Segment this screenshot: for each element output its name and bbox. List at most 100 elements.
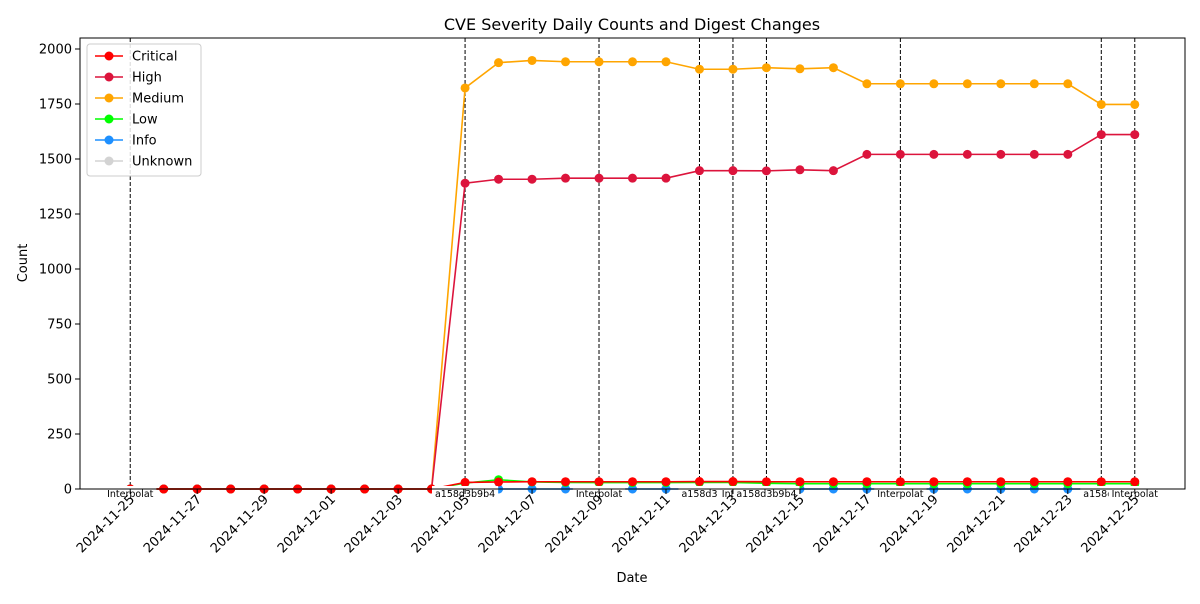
data-point-high-14	[594, 173, 604, 183]
legend: Critical High Medium Low Info Unknown	[86, 43, 202, 177]
data-point-critical-22	[862, 477, 872, 487]
data-point-medium-18	[728, 64, 738, 74]
x-tick-label-7: 2024-12-09	[543, 492, 607, 556]
data-point-high-21	[828, 166, 838, 176]
data-point-critical-24	[929, 477, 939, 487]
data-point-medium-13	[561, 57, 571, 67]
x-tick-label-1: 2024-11-27	[141, 492, 205, 556]
data-point-high-27	[1029, 149, 1039, 159]
legend-marker-medium	[104, 93, 114, 103]
annotation-6: Interpolat	[874, 486, 927, 500]
data-point-high-20	[795, 165, 805, 175]
legend-label-high: High	[132, 71, 162, 86]
y-tick-label-0: 0	[64, 483, 72, 498]
legend-label-medium: Medium	[132, 92, 184, 107]
series-medium	[125, 55, 1140, 494]
series-lines	[125, 55, 1140, 494]
data-point-high-16	[661, 173, 671, 183]
data-point-medium-19	[761, 63, 771, 73]
x-tick-label-14: 2024-12-23	[1012, 492, 1076, 556]
annotation-5: a158d3b9b4	[733, 486, 800, 500]
y-tick-label-1: 250	[47, 428, 72, 443]
data-point-high-23	[895, 149, 905, 159]
data-point-high-26	[996, 149, 1006, 159]
data-point-critical-20	[795, 477, 805, 487]
x-axis-label: Date	[616, 571, 647, 586]
data-point-high-10	[460, 178, 470, 188]
x-tick-label-8: 2024-12-11	[610, 492, 674, 556]
annotation-label-2: Interpolat	[576, 489, 623, 500]
x-tick-label-6: 2024-12-07	[476, 492, 540, 556]
y-tick-label-8: 2000	[39, 43, 72, 58]
legend-item-critical: Critical	[95, 50, 177, 65]
data-point-medium-17	[694, 64, 704, 74]
legend-marker-critical	[104, 51, 114, 61]
y-tick-label-4: 1000	[39, 263, 72, 278]
legend-label-unknown: Unknown	[132, 155, 192, 170]
y-tick-label-6: 1500	[39, 153, 72, 168]
data-point-critical-12	[527, 477, 537, 487]
data-point-critical-29	[1096, 477, 1106, 487]
legend-item-medium: Medium	[95, 92, 184, 107]
data-point-high-30	[1130, 130, 1140, 140]
legend-item-low: Low	[95, 113, 158, 128]
data-point-critical-26	[996, 477, 1006, 487]
legend-marker-low	[104, 114, 114, 124]
y-tick-label-3: 750	[47, 318, 72, 333]
data-point-medium-21	[828, 63, 838, 73]
y-tick-label-7: 1750	[39, 98, 72, 113]
data-point-medium-29	[1096, 99, 1106, 109]
y-axis-label: Count	[16, 244, 31, 283]
data-point-high-24	[929, 149, 939, 159]
annotation-lines	[129, 38, 1136, 489]
data-point-medium-10	[460, 83, 470, 93]
data-point-medium-15	[628, 57, 637, 67]
x-tick-label-4: 2024-12-03	[342, 492, 406, 556]
annotation-label-4: Inter	[722, 489, 744, 500]
data-point-medium-23	[895, 79, 905, 89]
annotation-label-6: Interpolat	[877, 489, 924, 500]
x-tick-label-9: 2024-12-13	[677, 492, 741, 556]
y-tick-label-5: 1250	[39, 208, 72, 223]
data-point-critical-27	[1029, 477, 1039, 487]
legend-marker-high	[104, 72, 114, 82]
data-point-critical-30	[1130, 477, 1140, 487]
data-point-medium-27	[1029, 79, 1039, 89]
x-tick-label-11: 2024-12-17	[811, 492, 875, 556]
legend-item-unknown: Unknown	[95, 155, 192, 170]
data-point-medium-25	[962, 79, 972, 89]
data-point-high-11	[494, 174, 504, 184]
series-high	[125, 130, 1140, 494]
legend-label-info: Info	[132, 134, 157, 149]
data-point-high-15	[628, 173, 637, 183]
x-tick-label-3: 2024-12-01	[275, 492, 339, 556]
data-point-medium-22	[862, 79, 872, 89]
data-point-medium-24	[929, 79, 939, 89]
annotation-label-3: a158d3	[681, 489, 717, 500]
y-tick-label-2: 500	[47, 373, 72, 388]
data-point-critical-14	[594, 477, 604, 487]
x-tick-label-13: 2024-12-21	[945, 492, 1009, 556]
annotation-3: a158d3	[678, 486, 721, 500]
data-point-critical-23	[895, 477, 905, 487]
legend-label-low: Low	[132, 113, 158, 128]
data-point-medium-11	[494, 58, 504, 68]
legend-marker-info	[104, 135, 114, 145]
annotation-label-5: a158d3b9b4	[736, 489, 796, 500]
x-tick-label-12: 2024-12-19	[878, 492, 942, 556]
data-point-high-29	[1096, 130, 1106, 140]
data-point-critical-15	[628, 477, 637, 487]
data-point-critical-18	[728, 477, 738, 487]
data-point-critical-13	[561, 477, 571, 487]
y-axis: 0 250 500 750 1000 1250 1500 1750 2000	[39, 43, 80, 498]
data-point-critical-11	[494, 477, 504, 487]
data-point-high-22	[862, 149, 872, 159]
series-line-high	[130, 133, 1135, 490]
legend-item-high: High	[95, 71, 162, 86]
legend-item-info: Info	[95, 134, 157, 149]
data-point-critical-28	[1063, 477, 1073, 487]
data-point-critical-19	[761, 477, 771, 487]
data-point-critical-25	[962, 477, 972, 487]
